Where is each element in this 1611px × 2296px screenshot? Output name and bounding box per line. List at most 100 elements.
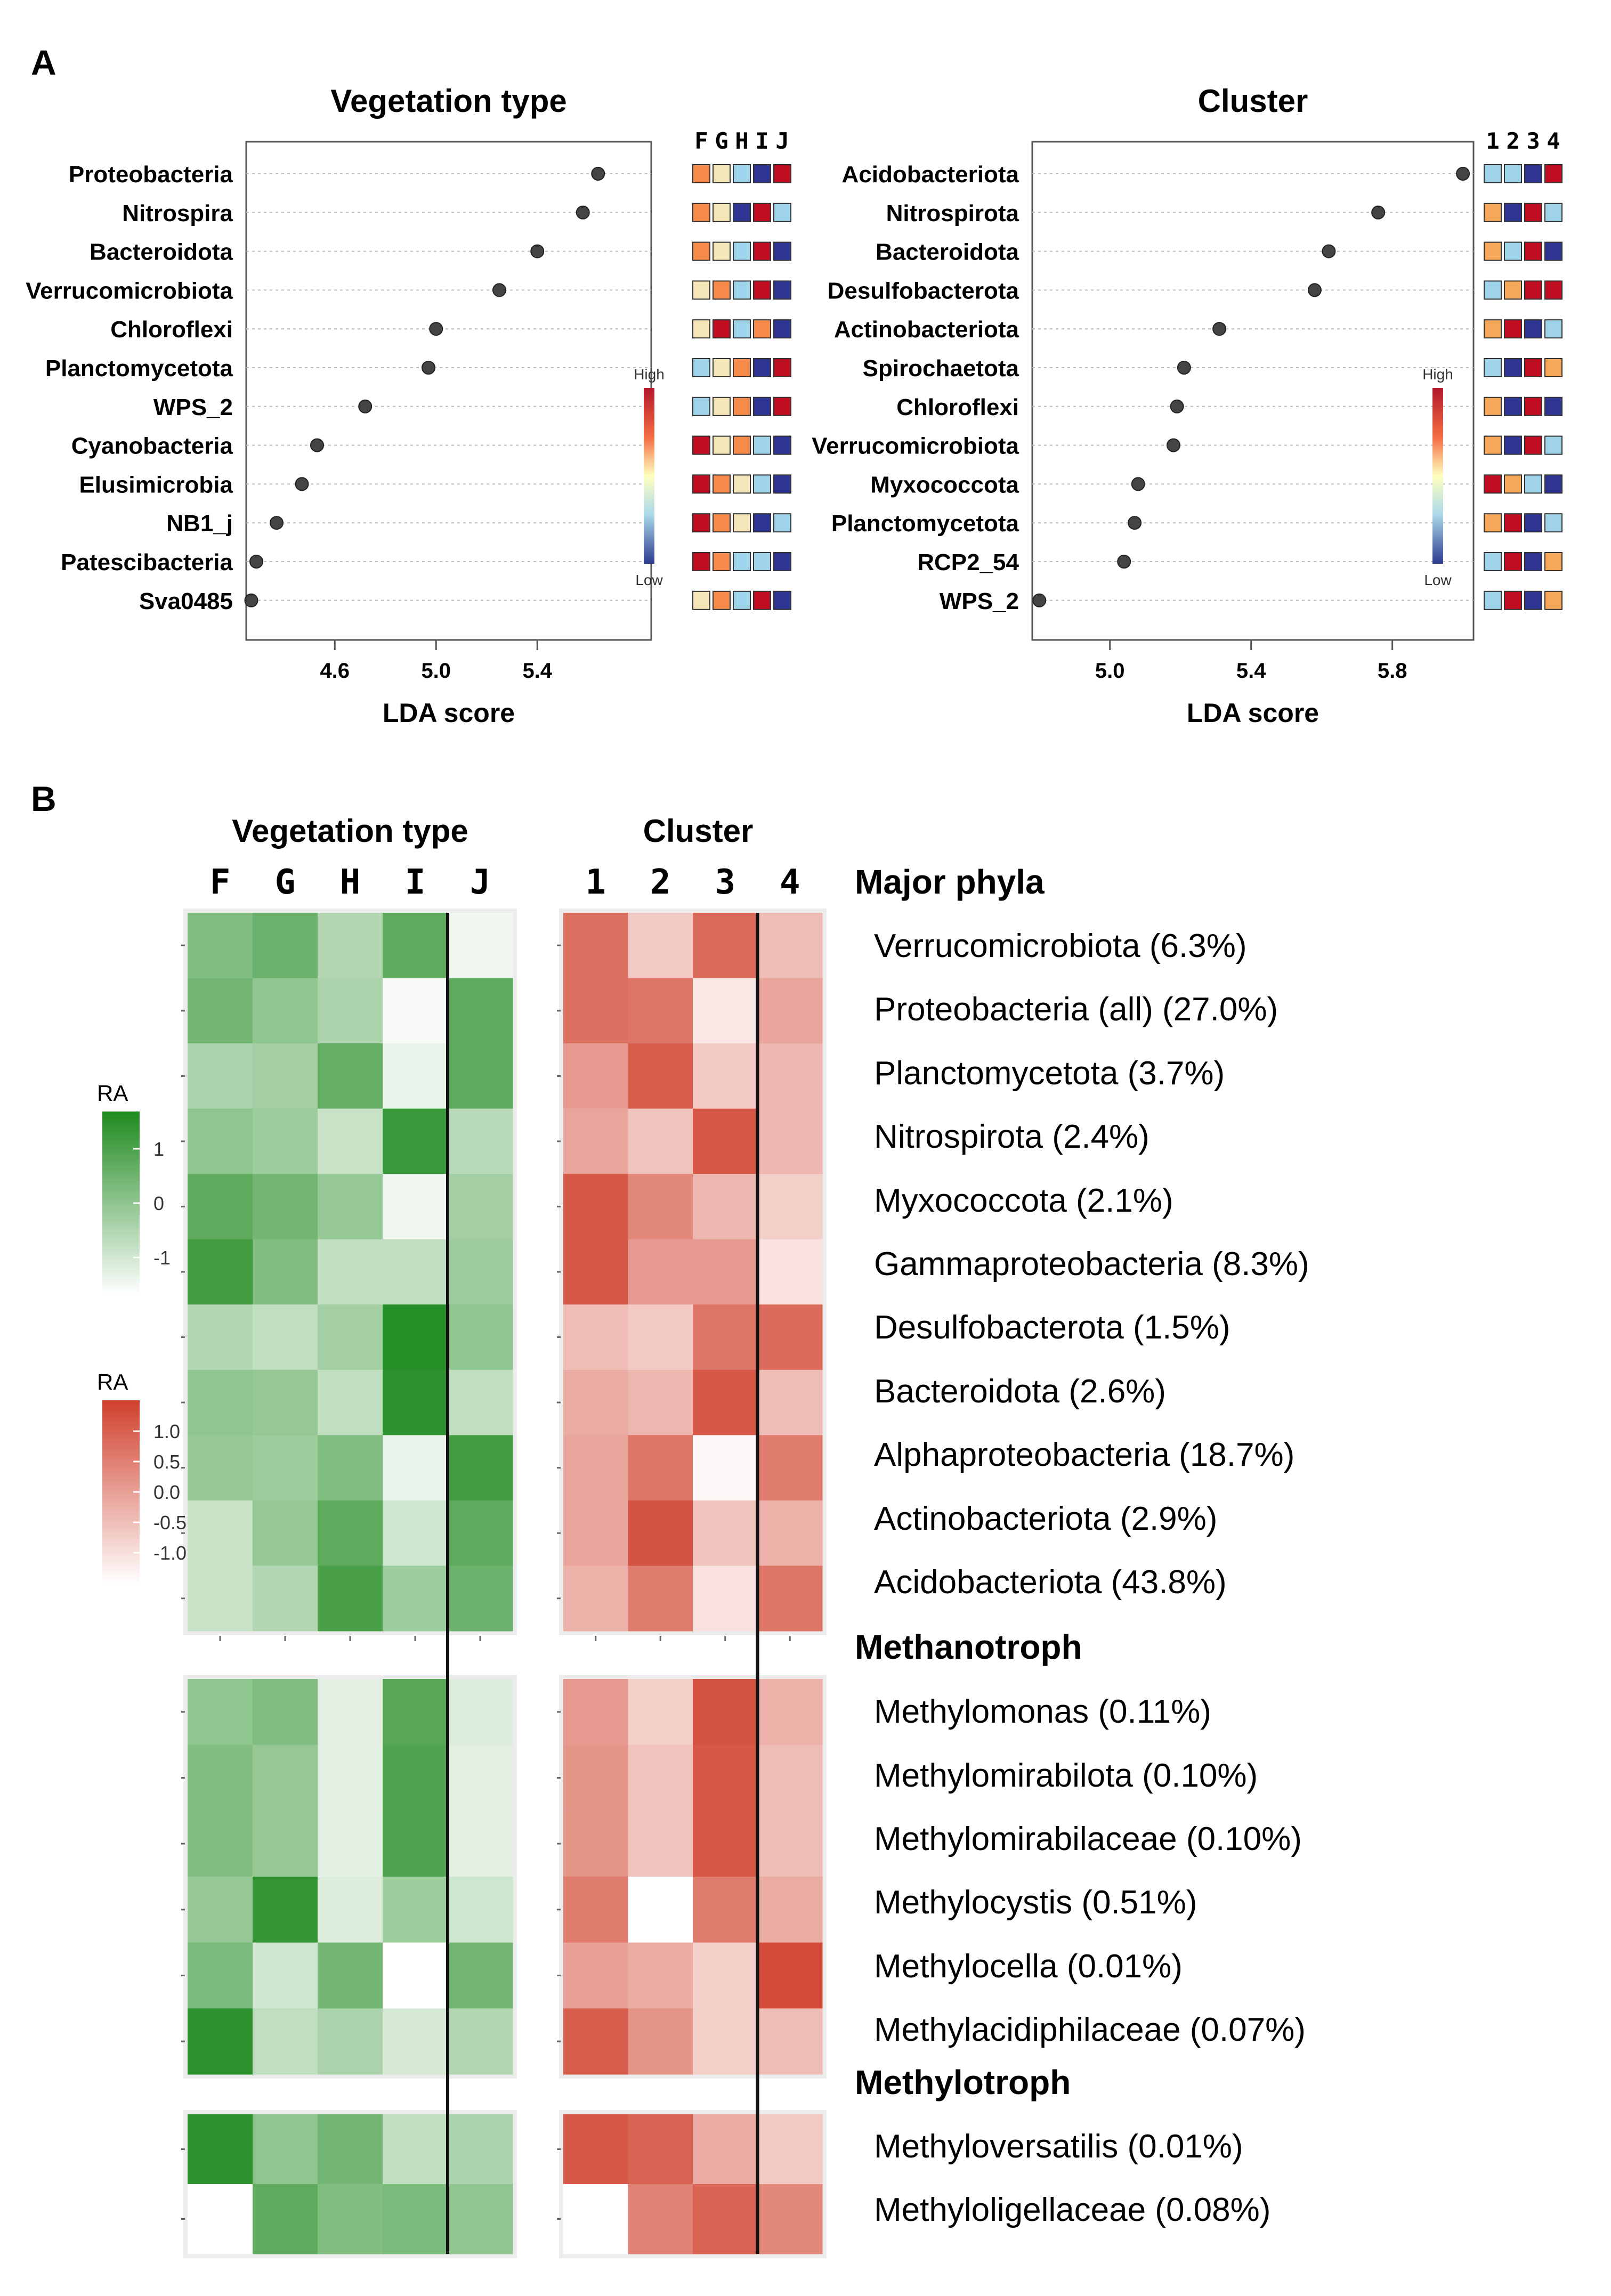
group-color-square (1504, 435, 1522, 455)
group-color-square (753, 590, 771, 610)
heatmap-cell (757, 1174, 823, 1240)
heatmap-cell (628, 1500, 693, 1566)
heatmap-cell (757, 2114, 823, 2185)
group-color-square (1484, 552, 1502, 571)
row-label-spirochaetota: Spirochaetota (863, 355, 1019, 382)
heatmap-cell (253, 978, 318, 1044)
heatmap-row-label: Desulfobacterota (1.5%) (874, 1309, 1230, 1346)
heatmap-cell (628, 1877, 693, 1943)
heatmap-cell (188, 1108, 253, 1174)
group-color-square (1504, 358, 1522, 377)
lda-point-desulfobacterota (1307, 283, 1322, 297)
group-color-square (1544, 474, 1563, 494)
group-color-square (753, 319, 771, 339)
heatmap-cell (563, 1745, 628, 1811)
heatmap-cell (448, 1108, 513, 1174)
heatmap-cell (448, 1745, 513, 1811)
group-color-square (753, 358, 771, 377)
heatmap-cell (253, 1108, 318, 1174)
heatmap-cell (693, 1500, 758, 1566)
heatmap-cell (757, 1043, 823, 1109)
heatmap-column-label-2: 2 (650, 863, 671, 902)
heatmap-cell (188, 1435, 253, 1501)
heatmap-cell (253, 1942, 318, 2009)
heatmap-cell (628, 1369, 693, 1435)
group-color-square (1544, 319, 1563, 339)
group-color-square (773, 435, 791, 455)
group-color-square (1524, 590, 1542, 610)
group-label-3: 3 (1526, 128, 1540, 154)
heatmap-column-label-f: F (210, 863, 231, 902)
group-color-square (773, 396, 791, 416)
heatmap-cell (253, 1811, 318, 1877)
group-color-square (773, 164, 791, 183)
row-label-verrucomicrobiota: Verrucomicrobiota (812, 433, 1019, 459)
group-color-square (1484, 280, 1502, 300)
group-color-square (773, 474, 791, 494)
heatmap-cell (318, 1811, 383, 1877)
heatmap-cell (628, 1679, 693, 1746)
group-color-square (713, 358, 731, 377)
group-color-square (733, 396, 751, 416)
lda-point-nitrospirota (1371, 205, 1386, 220)
heatmap-cell (318, 1369, 383, 1435)
lda-point-actinobacteriota (1212, 322, 1227, 336)
heatmap-column-label-j: J (470, 863, 491, 902)
group-color-square (1484, 319, 1502, 339)
group-color-square (773, 280, 791, 300)
heatmap-cell (693, 1811, 758, 1877)
group-color-square (753, 241, 771, 261)
row-label-chloroflexi: Chloroflexi (110, 317, 233, 343)
heatmap-cell (253, 1304, 318, 1370)
heatmap-row-label: Nitrospirota (2.4%) (874, 1118, 1149, 1155)
heatmap-cell (448, 1500, 513, 1566)
group-color-square (1524, 396, 1542, 416)
group-color-square (733, 435, 751, 455)
heatmap-cell (188, 1877, 253, 1943)
group-color-square (1484, 202, 1502, 222)
heatmap-cell (563, 1435, 628, 1501)
heatmap-cell (253, 1239, 318, 1305)
group-color-square (1504, 590, 1522, 610)
key-high-label: High (1422, 366, 1453, 383)
group-color-square (692, 552, 710, 571)
group-color-square (1544, 241, 1563, 261)
group-color-square (753, 435, 771, 455)
row-label-desulfobacterota: Desulfobacterota (828, 278, 1019, 304)
heatmap-cell (188, 2114, 253, 2185)
group-color-square (1504, 280, 1522, 300)
group-color-square (713, 513, 731, 533)
legend-tick-label: -1 (153, 1247, 171, 1269)
heatmap-column-label-3: 3 (715, 863, 735, 902)
heatmap-cell (628, 1811, 693, 1877)
heatmap-row-label: Actinobacteriota (2.9%) (874, 1500, 1217, 1537)
chart-title: Vegetation type (330, 83, 566, 119)
group-color-square (1484, 590, 1502, 610)
group-color-square (1544, 396, 1563, 416)
x-axis-label: LDA score (1187, 698, 1319, 728)
heatmap-row-label: Verrucomicrobiota (6.3%) (874, 928, 1247, 964)
heatmap-cell (318, 1435, 383, 1501)
heatmap-cell (448, 1304, 513, 1370)
group-color-square (773, 241, 791, 261)
row-label-planctomycetota: Planctomycetota (45, 355, 233, 382)
heatmap-cell (383, 1877, 448, 1943)
group-color-square (1504, 241, 1522, 261)
heatmap-cell (253, 1435, 318, 1501)
group-color-square (773, 552, 791, 571)
lda-point-proteobacteria (591, 167, 605, 181)
heatmap-row-label: Methyloversatilis (0.01%) (874, 2128, 1243, 2165)
heatmap-cell (188, 1811, 253, 1877)
heatmap-cell (628, 1239, 693, 1305)
heatmap-title: Vegetation type (232, 813, 468, 849)
row-label-bacteroidota: Bacteroidota (90, 239, 233, 265)
heatmap-cell (693, 2008, 758, 2075)
heatmap-cell (188, 1304, 253, 1370)
heatmap-cell (693, 1043, 758, 1109)
lda-point-nitrospira (576, 205, 590, 220)
heatmap-row-label: Planctomycetota (3.7%) (874, 1055, 1225, 1092)
heatmap-cell (693, 1877, 758, 1943)
row-label-verrucomicrobiota: Verrucomicrobiota (26, 278, 233, 304)
group-color-square (1524, 435, 1542, 455)
